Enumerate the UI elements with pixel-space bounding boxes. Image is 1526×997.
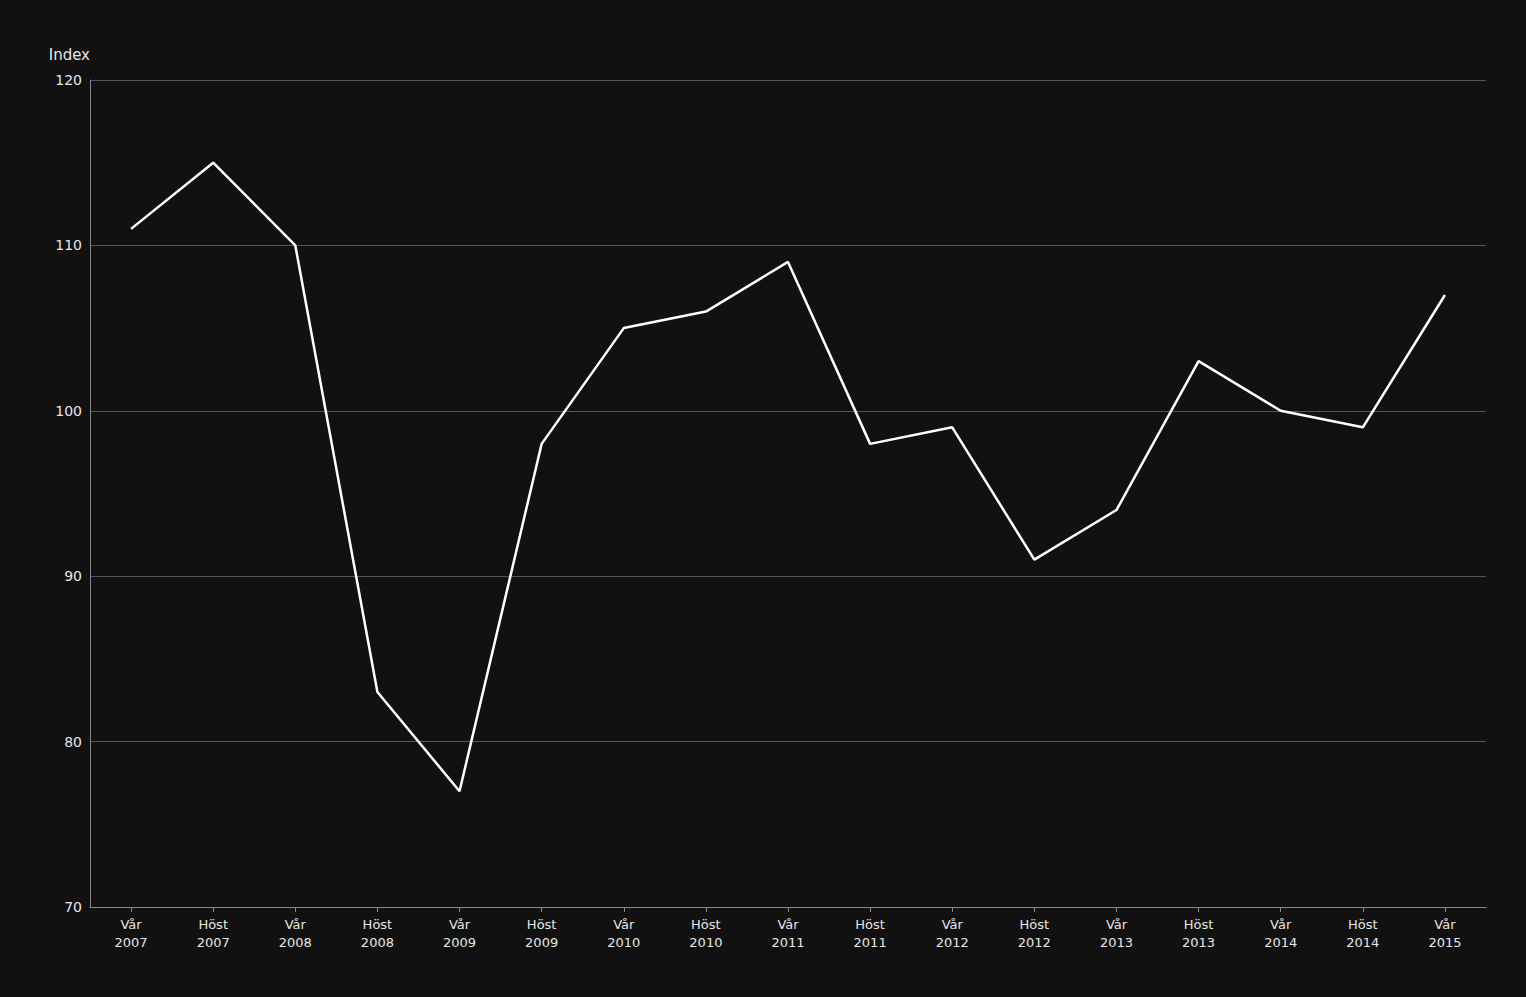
svg-text:2011: 2011 xyxy=(771,935,804,950)
svg-text:2008: 2008 xyxy=(361,935,394,950)
svg-text:Höst: Höst xyxy=(198,917,228,932)
svg-text:2014: 2014 xyxy=(1264,935,1297,950)
svg-text:120: 120 xyxy=(55,72,82,88)
svg-text:2009: 2009 xyxy=(443,935,476,950)
svg-text:80: 80 xyxy=(64,734,82,750)
svg-text:2011: 2011 xyxy=(854,935,887,950)
svg-text:2007: 2007 xyxy=(197,935,230,950)
svg-text:Höst: Höst xyxy=(527,917,557,932)
svg-text:2008: 2008 xyxy=(279,935,312,950)
svg-text:Höst: Höst xyxy=(1348,917,1378,932)
svg-text:Höst: Höst xyxy=(1020,917,1050,932)
svg-text:Höst: Höst xyxy=(691,917,721,932)
svg-text:2010: 2010 xyxy=(689,935,722,950)
svg-text:2012: 2012 xyxy=(936,935,969,950)
svg-text:2015: 2015 xyxy=(1428,935,1461,950)
svg-text:Index: Index xyxy=(49,46,90,64)
svg-text:2007: 2007 xyxy=(115,935,148,950)
svg-text:Vår: Vår xyxy=(777,917,799,932)
svg-text:Vår: Vår xyxy=(613,917,635,932)
svg-text:2009: 2009 xyxy=(525,935,558,950)
svg-text:70: 70 xyxy=(64,899,82,915)
svg-text:Höst: Höst xyxy=(363,917,393,932)
svg-text:Vår: Vår xyxy=(1106,917,1128,932)
svg-text:Vår: Vår xyxy=(942,917,964,932)
svg-text:Vår: Vår xyxy=(120,917,142,932)
svg-text:2014: 2014 xyxy=(1346,935,1379,950)
svg-text:Höst: Höst xyxy=(855,917,885,932)
svg-text:2013: 2013 xyxy=(1182,935,1215,950)
svg-text:90: 90 xyxy=(64,568,82,584)
svg-text:2013: 2013 xyxy=(1100,935,1133,950)
svg-text:Vår: Vår xyxy=(285,917,307,932)
svg-text:2012: 2012 xyxy=(1018,935,1051,950)
svg-text:Vår: Vår xyxy=(1270,917,1292,932)
svg-text:110: 110 xyxy=(55,237,82,253)
svg-text:2010: 2010 xyxy=(607,935,640,950)
svg-text:Höst: Höst xyxy=(1184,917,1214,932)
svg-text:Vår: Vår xyxy=(1434,917,1456,932)
svg-text:Vår: Vår xyxy=(449,917,471,932)
svg-text:100: 100 xyxy=(55,403,82,419)
